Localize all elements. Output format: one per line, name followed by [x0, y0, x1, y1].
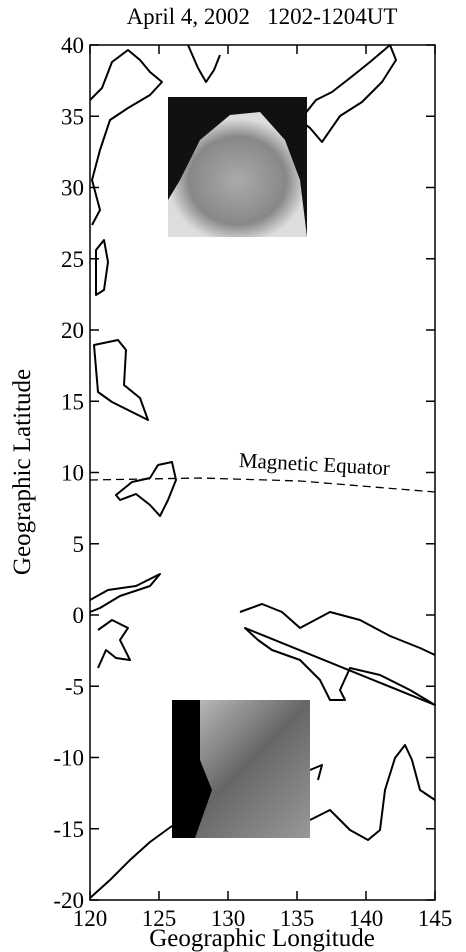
- airglow-region: [168, 112, 307, 237]
- y-axis-label: Geographic Latitude: [9, 369, 36, 575]
- x-tick-label: 145: [418, 906, 453, 931]
- image-mask: [172, 700, 212, 838]
- y-tick-label: 35: [61, 104, 84, 129]
- y-tick-label: -20: [53, 888, 84, 913]
- chart-title: April 4, 2002 1202-1204UT: [127, 4, 398, 29]
- annotation: Magnetic Equator: [238, 448, 390, 480]
- x-axis-label: Geographic Longitude: [149, 925, 375, 952]
- y-tick-label: 40: [61, 33, 84, 58]
- y-tick-label: 15: [61, 389, 84, 414]
- y-tick-label: 5: [73, 532, 85, 557]
- x-tick-label: 125: [142, 906, 177, 931]
- x-tick-label: 130: [211, 906, 246, 931]
- y-tick-label: -15: [53, 817, 84, 842]
- y-tick-label: 10: [61, 461, 84, 486]
- y-tick-label: -10: [53, 746, 84, 771]
- y-tick-label: 20: [61, 318, 84, 343]
- y-tick-label: 0: [73, 603, 85, 628]
- y-tick-label: -5: [65, 674, 84, 699]
- x-tick-label: 140: [349, 906, 384, 931]
- x-tick-label: 135: [280, 906, 315, 931]
- x-tick-label: 120: [73, 906, 108, 931]
- y-tick-label: 30: [61, 176, 84, 201]
- y-tick-label: 25: [61, 247, 84, 272]
- magnetic-equator: [89, 477, 436, 493]
